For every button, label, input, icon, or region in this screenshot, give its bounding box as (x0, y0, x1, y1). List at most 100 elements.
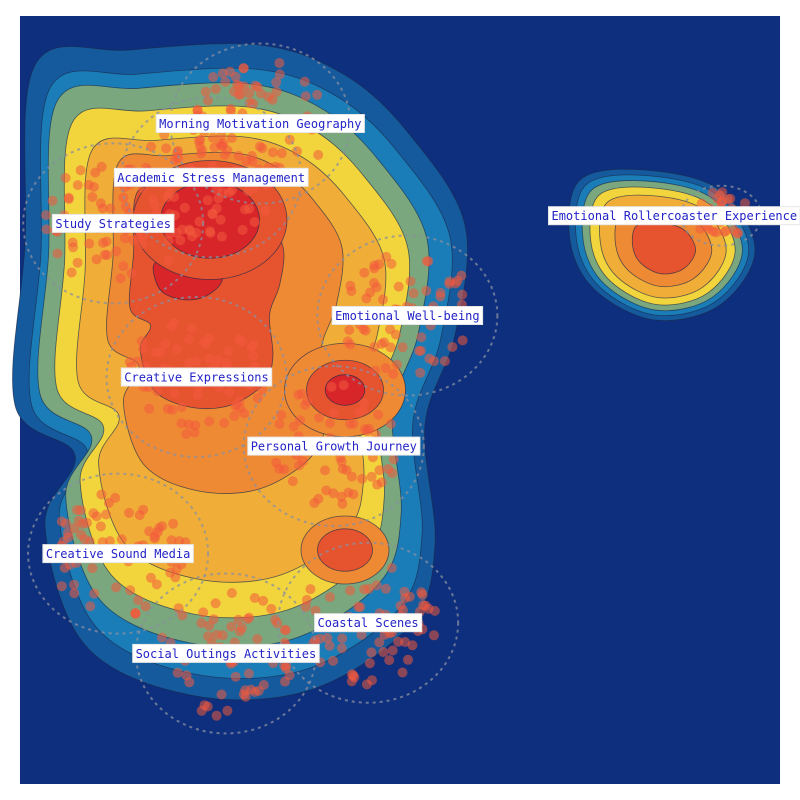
data-point (69, 588, 80, 599)
data-point (66, 267, 77, 278)
cluster-label-box (51, 213, 175, 233)
data-point (267, 94, 278, 105)
data-point (172, 667, 183, 678)
data-point (299, 76, 310, 87)
data-point (407, 640, 418, 651)
data-point (67, 237, 78, 248)
cluster-label-text: Creative Sound Media (46, 547, 191, 561)
data-point (210, 84, 221, 95)
cluster-label: Academic Stress Management (113, 167, 309, 187)
data-point (423, 256, 434, 267)
data-point (414, 346, 425, 356)
data-point (186, 323, 197, 334)
data-point (196, 705, 207, 716)
data-point (244, 612, 255, 623)
data-point (325, 592, 335, 603)
data-point (364, 583, 374, 594)
data-point (205, 228, 216, 238)
data-point (337, 633, 348, 644)
data-point (372, 479, 383, 490)
data-point (359, 267, 370, 278)
data-point (216, 689, 227, 700)
data-point (271, 86, 282, 97)
data-point (324, 640, 335, 651)
data-point (173, 153, 184, 164)
data-point (301, 594, 312, 605)
data-point (328, 655, 339, 666)
cluster-label-box (247, 436, 421, 456)
cluster-label-box (331, 306, 484, 325)
data-point (91, 254, 102, 265)
data-point (312, 89, 323, 100)
data-point (366, 647, 377, 658)
data-point (137, 239, 148, 249)
data-point (220, 76, 231, 87)
data-point (366, 471, 377, 482)
data-point (179, 202, 190, 213)
data-point (101, 236, 112, 247)
cluster-ring (277, 541, 460, 704)
cluster-ring (22, 142, 205, 305)
data-point (373, 409, 384, 420)
data-point (216, 231, 227, 242)
data-point (191, 227, 202, 238)
data-point (439, 356, 450, 367)
data-point (138, 504, 149, 515)
data-point (207, 132, 218, 143)
cluster-label: Emotional Well-being (331, 306, 484, 325)
data-point (338, 380, 349, 391)
density-peak-1-1 (317, 528, 373, 572)
data-point (102, 250, 113, 261)
data-point (284, 670, 295, 681)
cluster-label-box (155, 114, 365, 133)
data-point (397, 667, 408, 678)
data-point (72, 257, 83, 268)
data-point (271, 457, 282, 468)
data-point (740, 198, 750, 209)
data-point (226, 621, 237, 632)
data-point (374, 637, 385, 648)
data-point (395, 600, 406, 611)
data-point (346, 676, 357, 687)
data-point (63, 192, 74, 203)
data-point (165, 567, 176, 578)
data-point (171, 344, 182, 354)
data-point (116, 534, 127, 545)
data-point (144, 403, 155, 414)
data-point (76, 529, 86, 540)
cluster-label-box (113, 167, 309, 187)
data-point (157, 632, 167, 643)
data-point (75, 165, 86, 176)
data-point (416, 332, 427, 343)
data-point (353, 407, 364, 418)
data-point (88, 508, 99, 519)
cluster-label: Creative Sound Media (42, 544, 194, 564)
data-point (342, 336, 353, 347)
data-point (118, 261, 129, 272)
data-point (256, 88, 266, 99)
data-point (207, 209, 218, 220)
data-point (241, 156, 252, 167)
data-point (348, 489, 359, 500)
data-point (189, 427, 200, 438)
data-point (707, 187, 718, 198)
data-point (176, 402, 187, 413)
data-point (149, 199, 160, 210)
data-point (236, 622, 247, 633)
data-point (314, 412, 325, 423)
data-point (69, 579, 80, 590)
data-point (381, 251, 392, 262)
data-point (87, 192, 98, 202)
data-point (59, 562, 70, 573)
data-point (374, 465, 385, 476)
data-point (96, 161, 107, 172)
data-point (224, 387, 235, 398)
data-point (429, 356, 439, 367)
data-point (313, 493, 324, 504)
data-point (163, 235, 174, 246)
data-point (133, 595, 144, 606)
data-point (174, 536, 185, 547)
data-point (184, 677, 195, 688)
data-point (87, 563, 98, 574)
data-point (82, 517, 92, 528)
